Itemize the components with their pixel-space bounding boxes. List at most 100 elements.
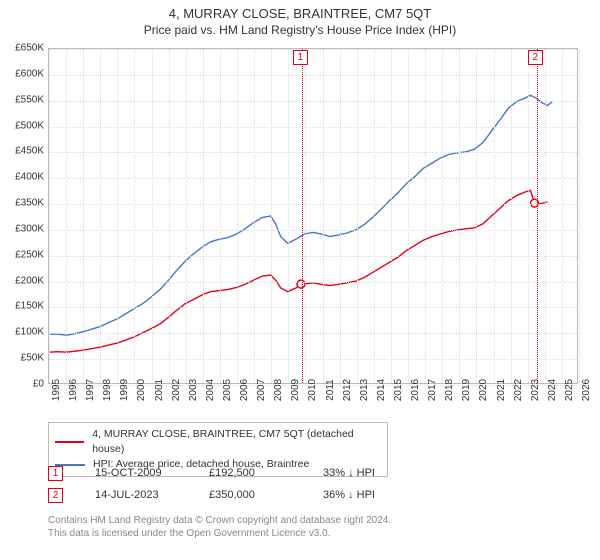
gridline-horizontal	[49, 256, 577, 257]
gridline-vertical	[49, 49, 50, 383]
marker-table-badge: 2	[48, 488, 63, 503]
gridline-vertical	[459, 49, 460, 383]
marker-table-delta: 33% ↓ HPI	[323, 467, 405, 479]
x-axis-label: 2004	[205, 379, 216, 401]
y-axis-label: £150K	[4, 301, 44, 312]
marker-table-badge: 1	[48, 466, 63, 481]
y-axis-label: £550K	[4, 94, 44, 105]
footnote-line: Contains HM Land Registry data © Crown c…	[48, 514, 391, 527]
x-axis-label: 2022	[513, 379, 524, 401]
y-axis-label: £200K	[4, 275, 44, 286]
gridline-vertical	[254, 49, 255, 383]
y-axis-label: £100K	[4, 327, 44, 338]
y-axis-label: £450K	[4, 146, 44, 157]
gridline-vertical	[288, 49, 289, 383]
gridline-vertical	[579, 49, 580, 383]
gridline-vertical	[134, 49, 135, 383]
gridline-vertical	[562, 49, 563, 383]
x-axis-label: 2020	[478, 379, 489, 401]
x-axis-label: 2013	[359, 379, 370, 401]
gridline-vertical	[442, 49, 443, 383]
gridline-vertical	[545, 49, 546, 383]
marker-table-date: 15-OCT-2009	[95, 467, 177, 479]
x-axis-label: 2018	[444, 379, 455, 401]
x-axis-label: 1996	[68, 379, 79, 401]
gridline-horizontal	[49, 307, 577, 308]
gridline-vertical	[511, 49, 512, 383]
sale-marker-table: 1 15-OCT-2009 £192,500 33% ↓ HPI 2 14-JUL-202…	[48, 462, 405, 506]
page-title: 4, MURRAY CLOSE, BRAINTREE, CM7 5QT	[0, 6, 600, 21]
price-chart	[48, 48, 578, 384]
gridline-horizontal	[49, 230, 577, 231]
y-axis-label: £350K	[4, 198, 44, 209]
y-axis-label: £50K	[4, 353, 44, 364]
sale-marker-badge: 2	[528, 50, 543, 65]
x-axis-label: 2009	[290, 379, 301, 401]
gridline-horizontal	[49, 152, 577, 153]
y-axis-label: £400K	[4, 172, 44, 183]
marker-table-row: 2 14-JUL-2023 £350,000 36% ↓ HPI	[48, 484, 405, 506]
x-axis-label: 2000	[136, 379, 147, 401]
x-axis-label: 2023	[530, 379, 541, 401]
gridline-vertical	[374, 49, 375, 383]
gridline-vertical	[305, 49, 306, 383]
gridline-horizontal	[49, 101, 577, 102]
x-axis-label: 2010	[307, 379, 318, 401]
sale-marker-badge: 1	[293, 50, 308, 65]
x-axis-label: 2024	[547, 379, 558, 401]
x-axis-label: 2002	[171, 379, 182, 401]
gridline-vertical	[271, 49, 272, 383]
x-axis-label: 2007	[256, 379, 267, 401]
x-axis-label: 2017	[427, 379, 438, 401]
marker-table-price: £350,000	[209, 489, 291, 501]
x-axis-label: 2021	[496, 379, 507, 401]
title-block: 4, MURRAY CLOSE, BRAINTREE, CM7 5QT Pric…	[0, 0, 600, 39]
x-axis-label: 2019	[461, 379, 472, 401]
sale-marker-line	[537, 49, 538, 383]
x-axis-label: 2012	[342, 379, 353, 401]
gridline-vertical	[66, 49, 67, 383]
gridline-vertical	[237, 49, 238, 383]
footnote: Contains HM Land Registry data © Crown c…	[48, 514, 391, 540]
x-axis-label: 2015	[393, 379, 404, 401]
x-axis-label: 2006	[239, 379, 250, 401]
marker-table-date: 14-JUL-2023	[95, 489, 177, 501]
gridline-vertical	[425, 49, 426, 383]
gridline-horizontal	[49, 282, 577, 283]
gridline-vertical	[220, 49, 221, 383]
y-axis-label: £0	[4, 379, 44, 390]
legend-item: 4, MURRAY CLOSE, BRAINTREE, CM7 5QT (det…	[55, 427, 381, 457]
gridline-horizontal	[49, 127, 577, 128]
x-axis-label: 2016	[410, 379, 421, 401]
gridline-vertical	[391, 49, 392, 383]
series-property	[50, 190, 548, 352]
x-axis-label: 2001	[154, 379, 165, 401]
x-axis-label: 2025	[564, 379, 575, 401]
gridline-vertical	[528, 49, 529, 383]
gridline-horizontal	[49, 204, 577, 205]
x-axis-label: 2011	[325, 379, 336, 401]
sale-marker-line	[302, 49, 303, 383]
marker-table-price: £192,500	[209, 467, 291, 479]
gridline-horizontal	[49, 49, 577, 50]
gridline-vertical	[117, 49, 118, 383]
gridline-vertical	[408, 49, 409, 383]
y-axis-label: £250K	[4, 249, 44, 260]
x-axis-label: 1998	[102, 379, 113, 401]
marker-table-delta: 36% ↓ HPI	[323, 489, 405, 501]
gridline-vertical	[476, 49, 477, 383]
x-axis-label: 2014	[376, 379, 387, 401]
x-axis-label: 2005	[222, 379, 233, 401]
gridline-vertical	[83, 49, 84, 383]
x-axis-label: 2008	[273, 379, 284, 401]
gridline-horizontal	[49, 333, 577, 334]
x-axis-label: 2003	[188, 379, 199, 401]
x-axis-label: 1995	[51, 379, 62, 401]
gridline-horizontal	[49, 75, 577, 76]
gridline-vertical	[169, 49, 170, 383]
gridline-horizontal	[49, 178, 577, 179]
gridline-horizontal	[49, 359, 577, 360]
y-axis-label: £300K	[4, 223, 44, 234]
legend-label: 4, MURRAY CLOSE, BRAINTREE, CM7 5QT (det…	[92, 427, 381, 457]
x-axis-label: 1999	[119, 379, 130, 401]
